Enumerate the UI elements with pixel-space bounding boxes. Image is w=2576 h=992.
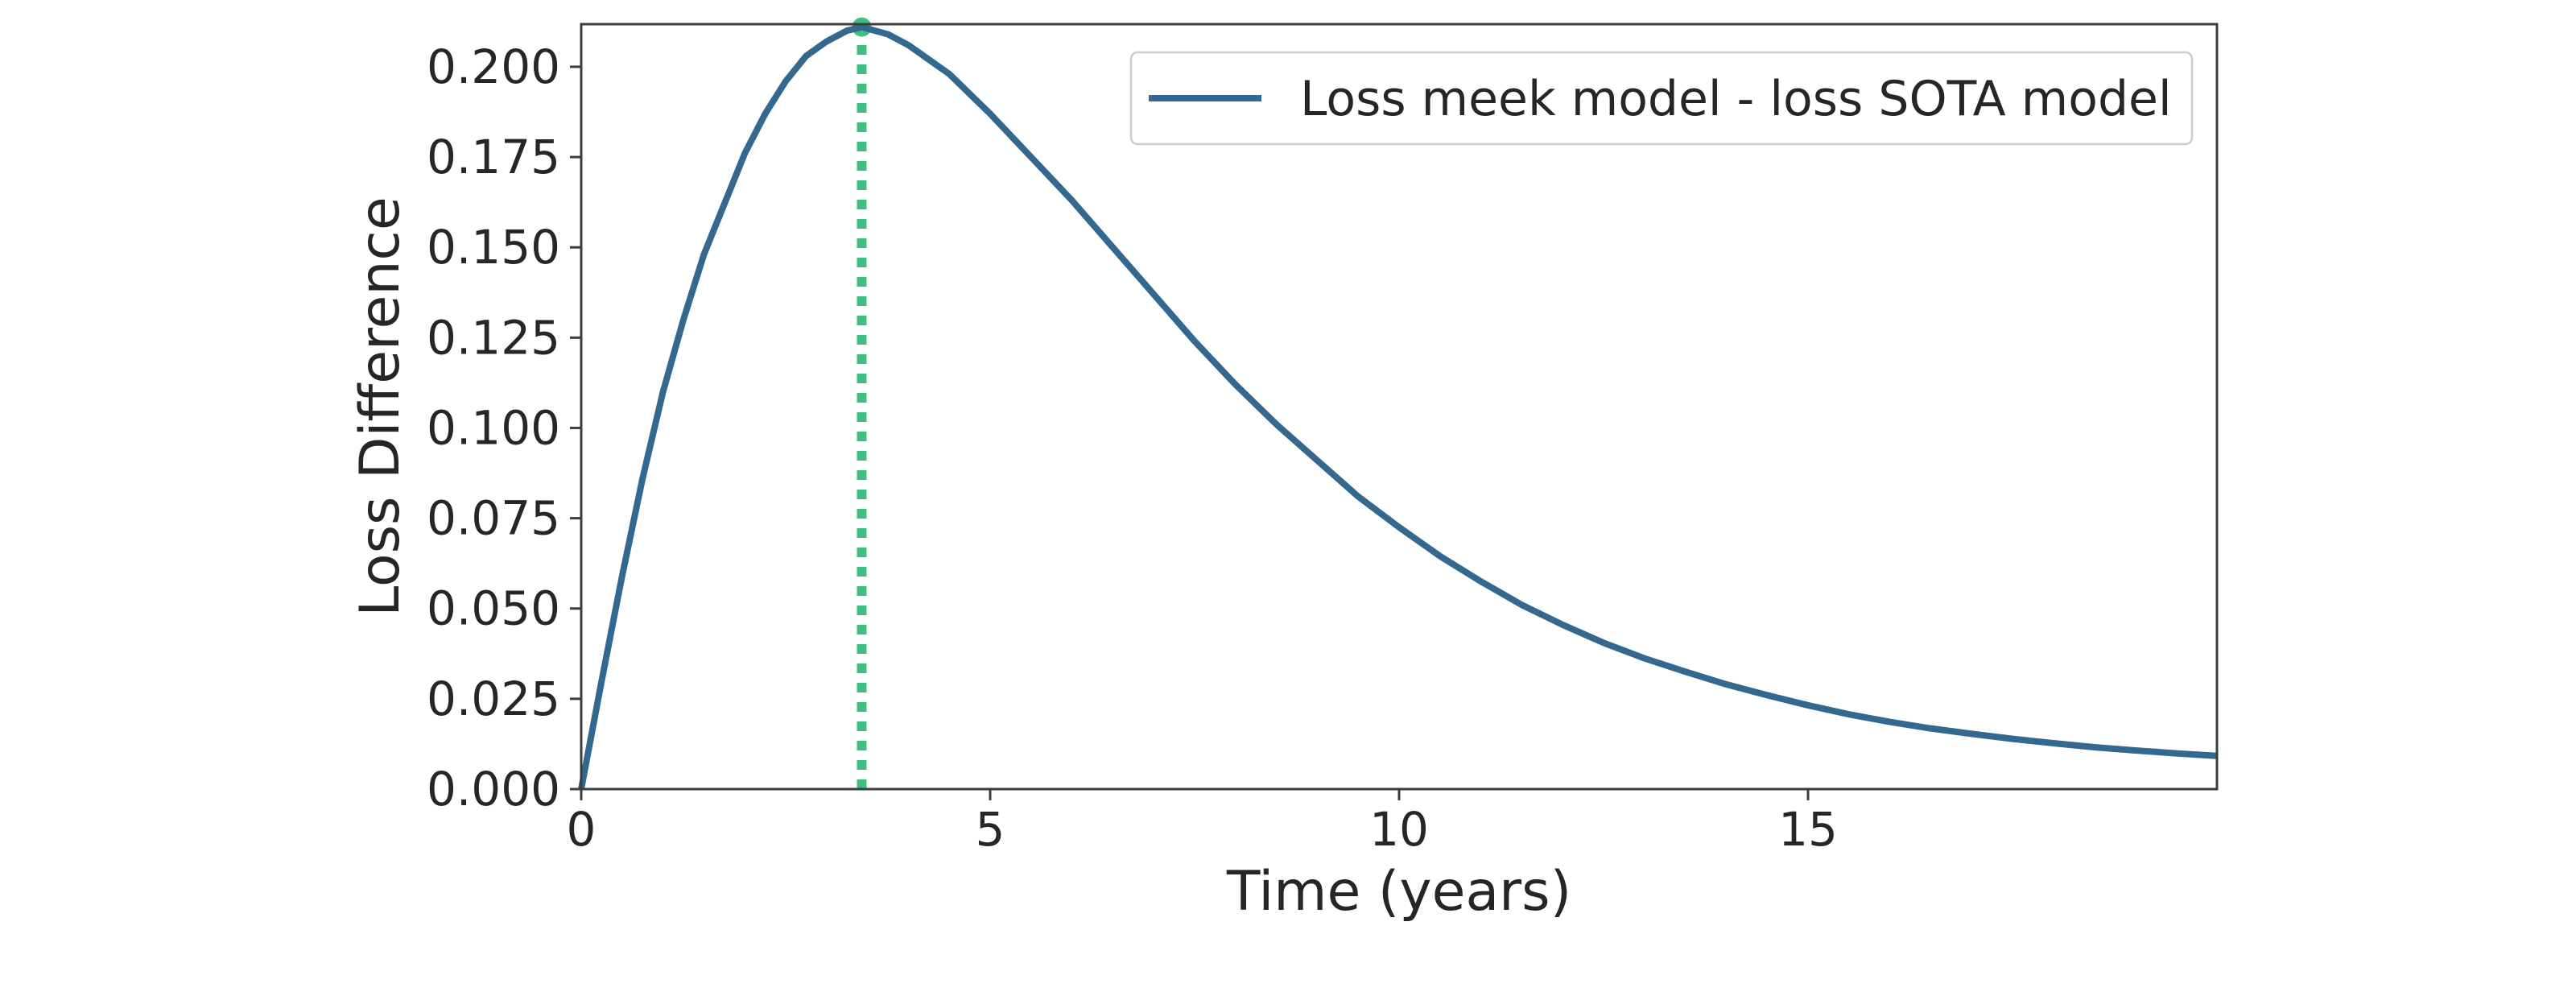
y-tick-label: 0.175 bbox=[427, 130, 560, 184]
y-tick-label: 0.050 bbox=[427, 581, 560, 636]
plot-area bbox=[581, 24, 2217, 789]
y-tick-label: 0.025 bbox=[427, 672, 560, 726]
y-tick-label: 0.200 bbox=[427, 39, 560, 94]
x-tick-label: 10 bbox=[1369, 802, 1429, 857]
x-tick-label: 15 bbox=[1778, 802, 1838, 857]
x-axis-label: Time (years) bbox=[1226, 860, 1571, 924]
x-tick-label: 5 bbox=[976, 802, 1005, 857]
y-tick-label: 0.150 bbox=[427, 220, 560, 275]
y-tick-label: 0.075 bbox=[427, 491, 560, 546]
x-tick-label: 0 bbox=[567, 802, 597, 857]
legend-box bbox=[1129, 51, 2194, 146]
y-axis-label: Loss Difference bbox=[349, 196, 412, 616]
marks-layer bbox=[578, 17, 2218, 790]
series-line-0 bbox=[578, 23, 2218, 790]
ticks-layer: 0 5 10 15 0.000 0.025 0.050 0.075 0.100 0.125 0.15… bbox=[427, 39, 1838, 857]
y-tick-label: 0.125 bbox=[427, 310, 560, 365]
legend-label: Loss meek model - loss SOTA model bbox=[1300, 71, 2172, 127]
legend: Loss meek model - loss SOTA model bbox=[1129, 51, 2194, 146]
y-tick-label: 0.000 bbox=[427, 762, 560, 816]
y-tick-label: 0.100 bbox=[427, 400, 560, 455]
